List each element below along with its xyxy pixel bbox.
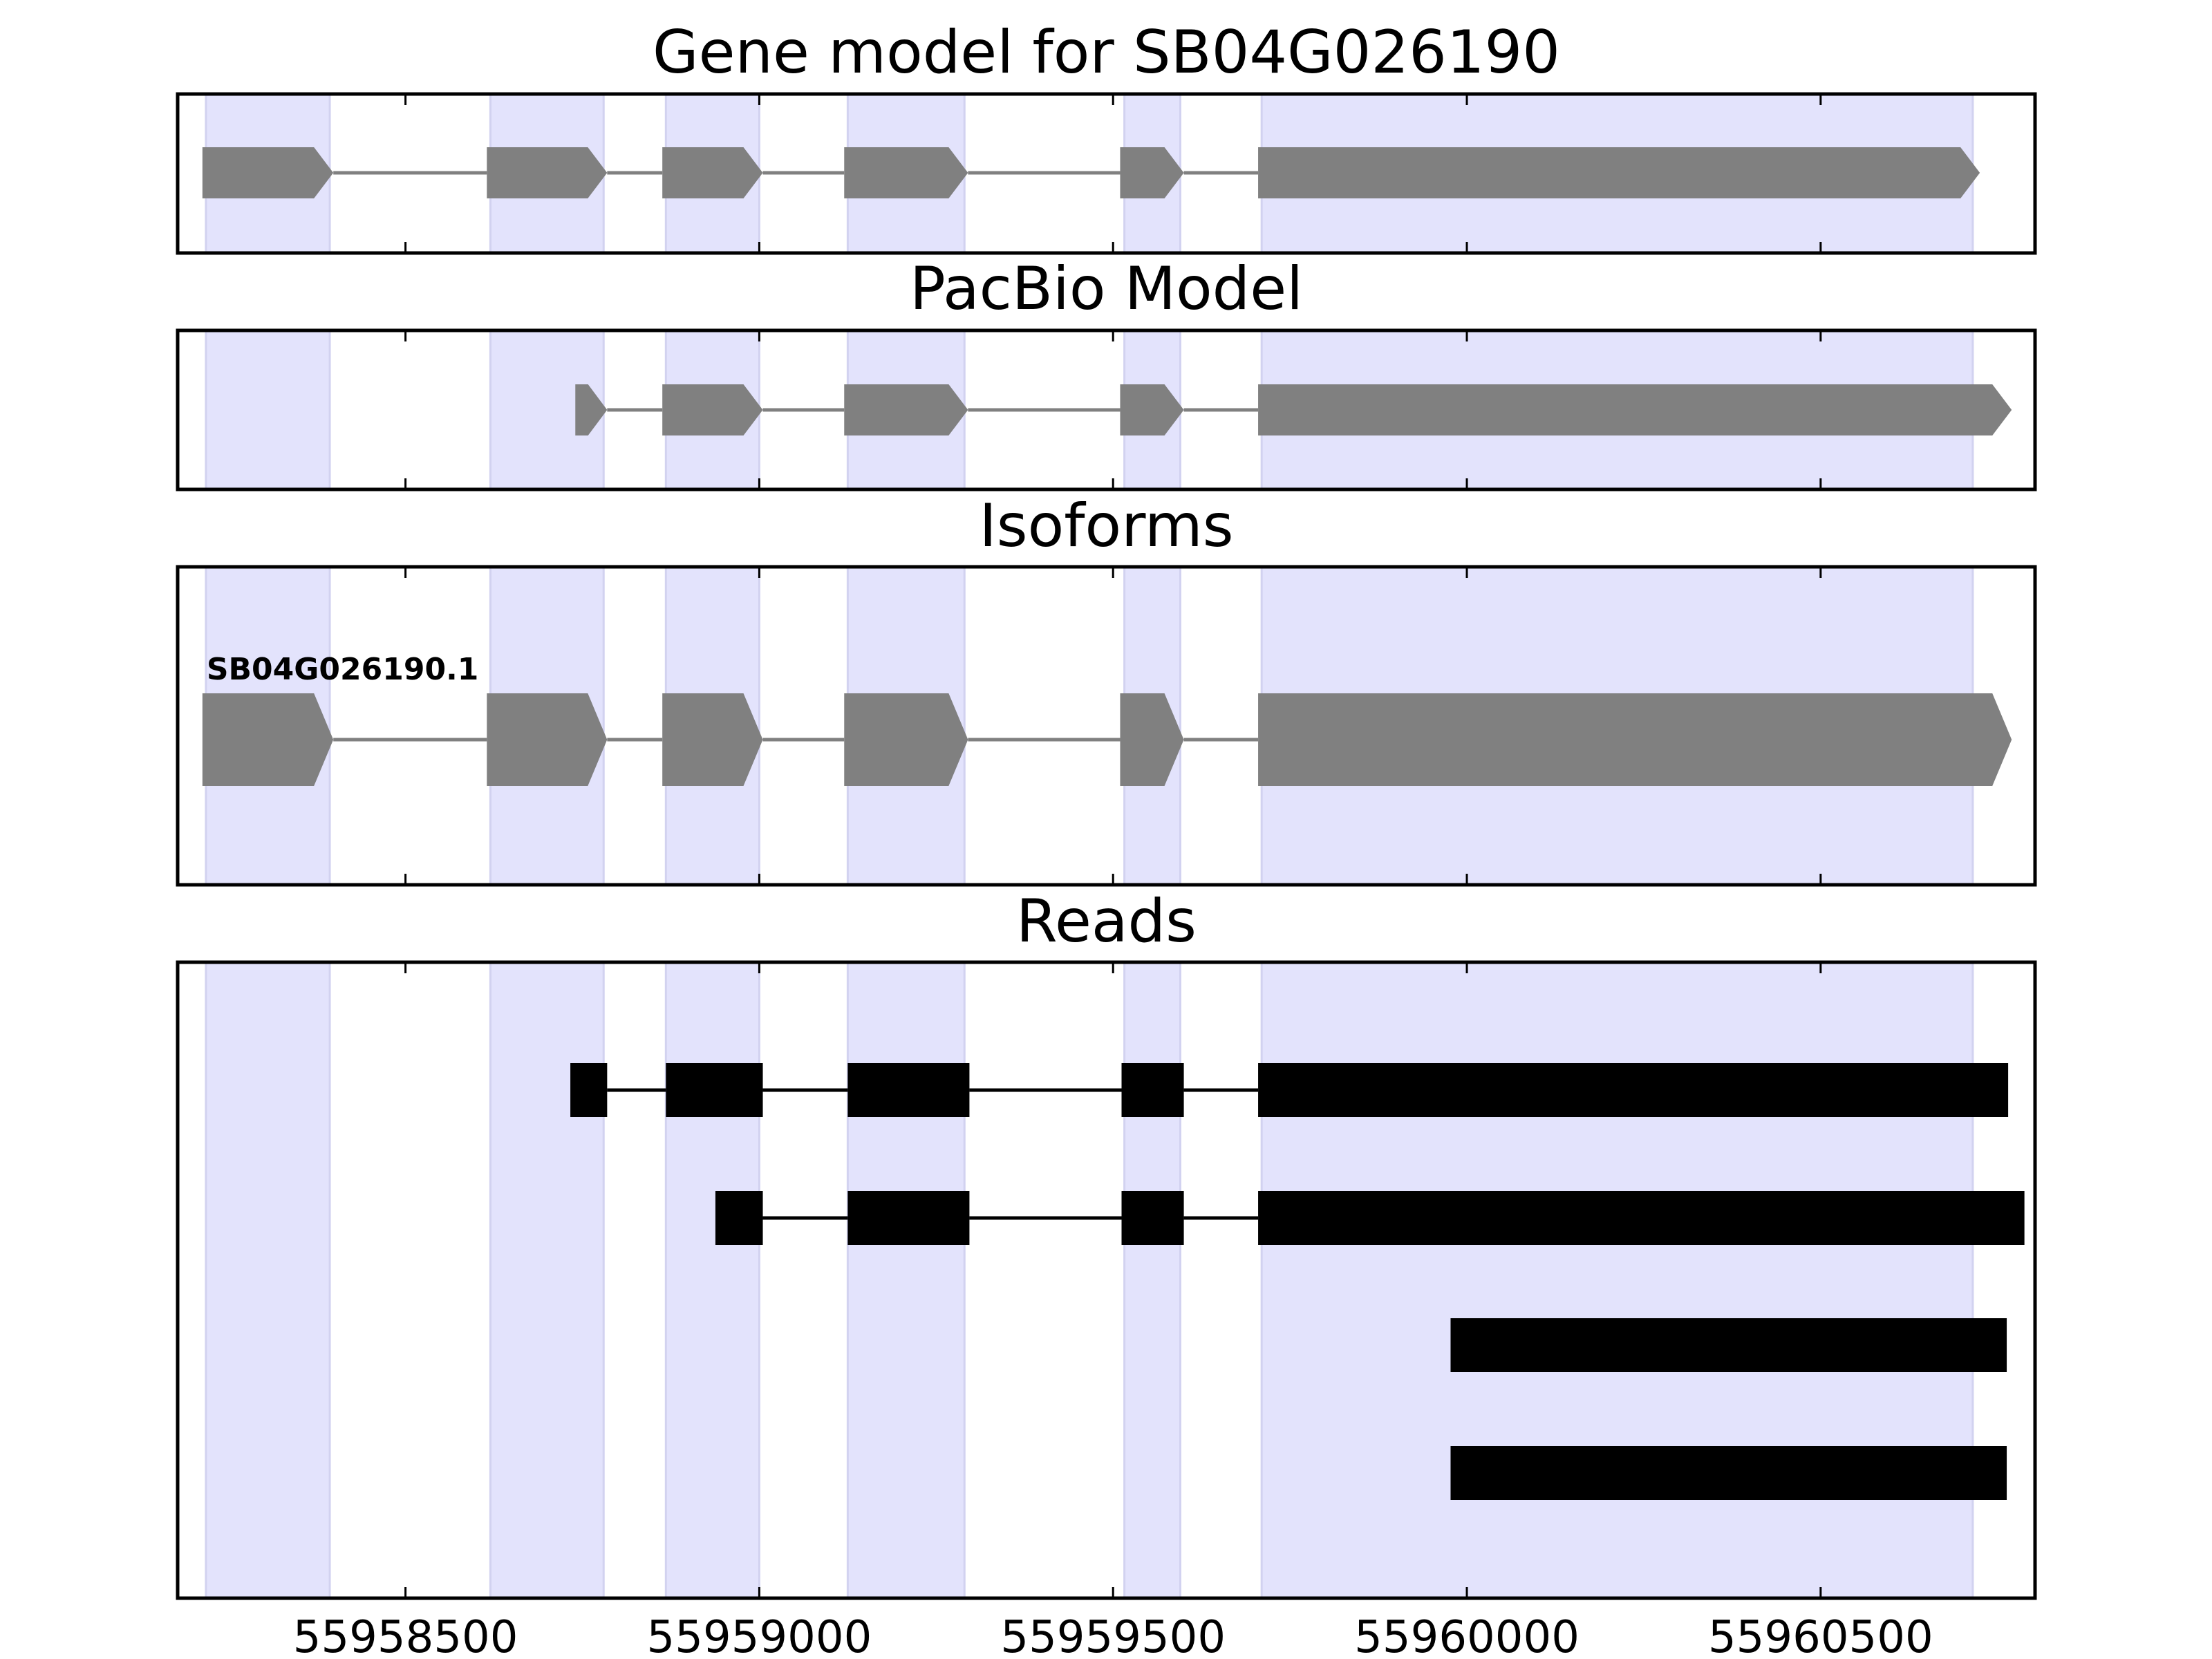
transcript-track: SB04G026190.1 xyxy=(202,652,2012,786)
exon-arrow xyxy=(662,693,763,786)
panel-frame xyxy=(176,960,2037,1600)
exon-arrow xyxy=(1258,384,2012,435)
read-block xyxy=(847,1191,970,1245)
panel-gene-model: Gene model for SB04G026190 xyxy=(176,18,2037,255)
read-track xyxy=(1450,1318,2007,1372)
panel-title-gene-model: Gene model for SB04G026190 xyxy=(653,18,1560,87)
shaded-region xyxy=(1260,961,1974,1600)
exon-arrow xyxy=(1258,693,2012,786)
exon-arrow xyxy=(202,693,334,786)
panel-pacbio-model: PacBio Model xyxy=(176,254,2037,491)
transcript-track xyxy=(575,384,2012,435)
panel-reads: Reads 55958500 55959000 55959500 55960000 559… xyxy=(176,887,2037,1659)
read-block xyxy=(1258,1191,2025,1245)
exon-arrow xyxy=(487,147,608,198)
exon-arrow xyxy=(844,147,968,198)
read-block xyxy=(1121,1191,1184,1245)
exon-arrow xyxy=(844,693,968,786)
x-tick-label: 55958500 xyxy=(293,1612,518,1659)
exon-arrow xyxy=(1120,384,1184,435)
panel-title-isoforms: Isoforms xyxy=(979,491,1233,561)
shaded-region xyxy=(664,961,760,1600)
exon-arrow xyxy=(844,384,968,435)
read-track xyxy=(1450,1446,2007,1500)
read-block xyxy=(1450,1446,2007,1500)
exon-arrow xyxy=(487,693,608,786)
x-tick-label: 55960500 xyxy=(1708,1612,1933,1659)
read-block xyxy=(666,1063,763,1117)
read-block xyxy=(1121,1063,1184,1117)
read-block xyxy=(570,1063,608,1117)
read-block xyxy=(715,1191,763,1245)
shaded-region xyxy=(205,329,331,491)
shaded-region xyxy=(489,961,605,1600)
panel-isoforms: Isoforms SB04G026190.1 xyxy=(176,491,2037,887)
panel-title-reads: Reads xyxy=(1016,887,1197,956)
transcript-track xyxy=(202,147,1980,198)
panel-frame xyxy=(176,92,2037,255)
x-tick-label: 55959000 xyxy=(647,1612,872,1659)
read-track xyxy=(715,1191,2025,1245)
exon-arrow xyxy=(202,147,334,198)
shaded-region xyxy=(846,961,966,1600)
exon-arrow xyxy=(1120,147,1184,198)
read-track xyxy=(570,1063,2009,1117)
shaded-region xyxy=(205,961,331,1600)
panel-frame xyxy=(176,328,2037,491)
read-block xyxy=(1450,1318,2007,1372)
panel-title-pacbio-model: PacBio Model xyxy=(910,254,1303,324)
exon-arrow xyxy=(1120,693,1184,786)
exon-arrow xyxy=(662,147,763,198)
isoform-label: SB04G026190.1 xyxy=(207,652,479,687)
panel-frame xyxy=(176,565,2037,887)
read-block xyxy=(847,1063,970,1117)
shaded-region xyxy=(1123,961,1181,1600)
x-tick-label: 55960000 xyxy=(1354,1612,1580,1659)
exon-arrow xyxy=(662,384,763,435)
x-tick-label: 55959500 xyxy=(1000,1612,1226,1659)
read-block xyxy=(1258,1063,2009,1117)
exon-arrow xyxy=(575,384,608,435)
exon-arrow xyxy=(1258,147,1980,198)
